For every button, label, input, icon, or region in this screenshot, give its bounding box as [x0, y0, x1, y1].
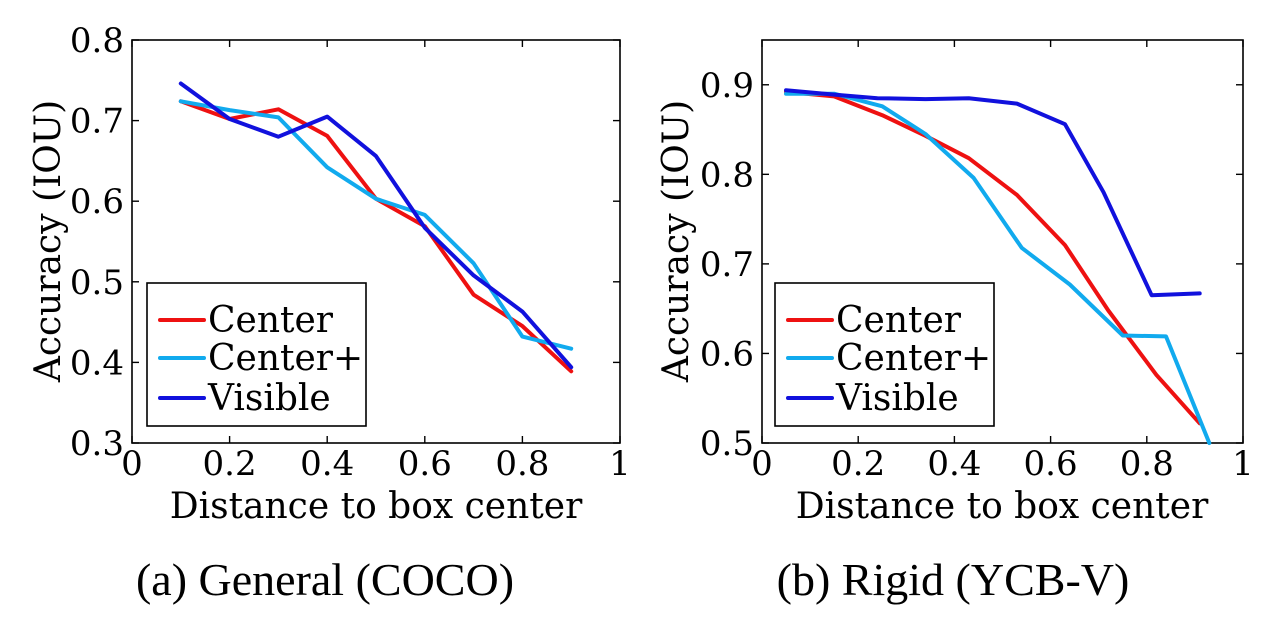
y-tick-label: 0.8: [700, 155, 754, 195]
y-tick-label: 0.7: [70, 102, 124, 142]
legend: Center Center+ Visible: [146, 282, 367, 427]
series-line-center: [784, 89, 1202, 426]
legend-label-visible: Visible: [835, 378, 959, 419]
series-line-visible: [178, 81, 574, 370]
y-tick-label: 0.6: [700, 334, 754, 374]
ticks: 0 0.2 0.4 0.6 0.8 1 0.3 0.4 0.5 0.6 0.7 0.8: [70, 21, 631, 484]
legend-label-center: Center: [208, 300, 334, 341]
ticks: 0 0.2 0.4 0.6 0.8 1 0.5 0.6 0.7 0.8 0.9: [700, 40, 1254, 484]
y-tick-label: 0.5: [700, 424, 754, 464]
x-tick-label: 0.6: [398, 444, 452, 484]
y-tick-label: 0.4: [70, 343, 124, 383]
y-tick-label: 0.7: [700, 245, 754, 285]
axes-box: [761, 39, 1244, 444]
legend-label-visible: Visible: [207, 378, 331, 419]
legend-label-center-plus: Center+: [836, 338, 991, 379]
chart-panel-rigid: 0 0.2 0.4 0.6 0.8 1 0.5 0.6 0.7 0.8 0.9 Center Cen…: [656, 39, 1254, 605]
y-axis-label: Accuracy (IOU): [656, 100, 697, 383]
series-line-visible: [784, 88, 1202, 298]
panel-caption: (b) Rigid (YCB-V): [777, 554, 1130, 605]
x-tick-label: 0.4: [927, 444, 981, 484]
legend-label-center: Center: [836, 300, 962, 341]
legend-label-center-plus: Center+: [208, 338, 363, 379]
x-axis-label: Distance to box center: [170, 486, 583, 527]
x-tick-label: 0.6: [1024, 444, 1078, 484]
series-lines: [178, 81, 574, 374]
y-tick-label: 0.9: [700, 66, 754, 106]
legend-box: [774, 282, 995, 427]
x-axis-label: Distance to box center: [796, 486, 1209, 527]
x-tick-label: 0: [751, 444, 773, 484]
x-tick-label: 0: [121, 444, 143, 484]
plot-frame: [761, 39, 1244, 444]
x-tick-label: 0.8: [495, 444, 549, 484]
chart-panel-general: 0 0.2 0.4 0.6 0.8 1 0.3 0.4 0.5 0.6 0.7 0.8 Center …: [28, 21, 631, 605]
y-tick-label: 0.5: [70, 263, 124, 303]
x-tick-label: 0.2: [831, 444, 885, 484]
x-tick-label: 0.2: [203, 444, 257, 484]
y-tick-label: 0.3: [70, 424, 124, 464]
y-axis-label: Accuracy (IOU): [28, 100, 69, 383]
plot-frame: [131, 39, 621, 444]
x-tick-label: 1: [1232, 444, 1254, 484]
series-line-center-plus: [784, 91, 1212, 445]
y-tick-label: 0.8: [70, 21, 124, 61]
axes-box: [131, 39, 621, 444]
series-lines: [784, 88, 1212, 445]
panel-caption: (a) General (COCO): [136, 554, 514, 605]
x-tick-label: 1: [609, 444, 631, 484]
legend: Center Center+ Visible: [774, 282, 995, 427]
y-tick-label: 0.6: [70, 182, 124, 222]
series-line-center-plus: [178, 99, 574, 351]
legend-box: [146, 282, 367, 427]
x-tick-label: 0.8: [1120, 444, 1174, 484]
x-tick-label: 0.4: [300, 444, 354, 484]
